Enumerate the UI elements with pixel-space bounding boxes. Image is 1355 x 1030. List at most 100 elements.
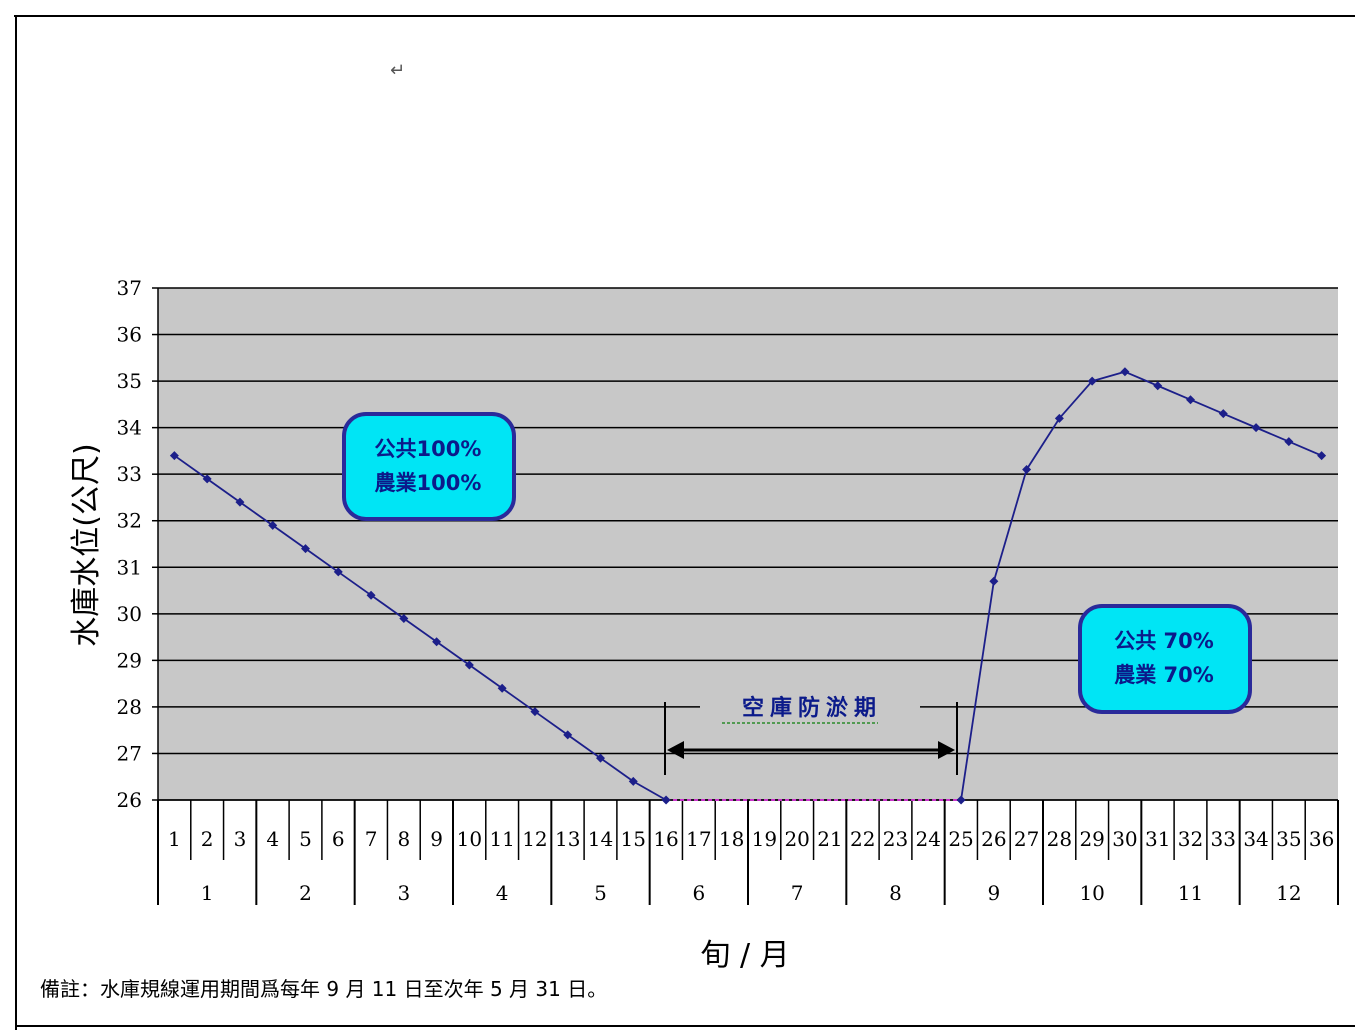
x-tenday-label: 26	[981, 827, 1006, 851]
y-tick-label: 31	[117, 555, 142, 579]
series-segment	[173, 454, 208, 480]
series-segment	[370, 594, 405, 620]
series-segment	[599, 757, 634, 783]
series-segment	[468, 664, 503, 690]
callout-70: 公共 70% 農業 70%	[1078, 604, 1252, 714]
x-tenday-label: 12	[522, 827, 547, 851]
x-month-label: 5	[594, 881, 607, 905]
x-month-label: 8	[889, 881, 902, 905]
data-point	[235, 497, 245, 507]
series-segment	[206, 478, 241, 503]
data-point	[1317, 451, 1327, 461]
x-tenday-label: 29	[1079, 827, 1104, 851]
data-point	[1218, 409, 1228, 419]
series-segment	[304, 547, 339, 573]
series-segment	[567, 734, 602, 759]
y-tick-label: 29	[117, 648, 142, 672]
x-tenday-label: 28	[1047, 827, 1072, 851]
data-point	[1153, 381, 1163, 391]
series-segment	[534, 710, 569, 736]
period-label: 空庫防淤期	[742, 695, 882, 721]
callout-70-line1: 公共 70%	[1114, 629, 1214, 653]
x-month-label: 3	[397, 881, 410, 905]
y-axis: 37 36 35 34 33 32 31 30 29 28 27 26	[117, 276, 159, 812]
x-tenday-label: 6	[332, 827, 345, 851]
footnote: 備註：水庫規線運用期間爲每年 9 月 11 日至次年 5 月 31 日。	[40, 977, 607, 1001]
x-month-label: 10	[1079, 881, 1104, 905]
x-month-label: 4	[496, 881, 509, 905]
x-tenday-label: 20	[784, 827, 809, 851]
data-point	[1022, 465, 1032, 475]
data-point	[399, 613, 409, 623]
x-tenday-label: 34	[1243, 827, 1268, 851]
x-axis-title: 旬 / 月	[700, 938, 789, 973]
series-segment	[960, 581, 995, 801]
data-point	[301, 544, 310, 554]
series-segment	[1058, 380, 1093, 419]
x-tenday-label: 24	[916, 827, 941, 851]
series-segment	[1255, 426, 1290, 443]
data-point	[432, 637, 442, 647]
series-segment	[1222, 412, 1257, 429]
callout-100-box	[342, 412, 516, 521]
y-tick-label: 36	[117, 323, 142, 347]
data-point	[563, 730, 573, 740]
y-tick-label: 28	[117, 695, 142, 719]
series-segment	[501, 687, 536, 713]
y-axis-title: 水庫水位(公尺)	[69, 443, 104, 646]
series-layer	[169, 367, 1327, 805]
callout-100: 公共100% 農業100%	[342, 412, 516, 521]
data-point	[169, 451, 179, 461]
x-tenday-label: 17	[686, 827, 711, 851]
period-marker: 空庫防淤期	[664, 688, 958, 775]
x-tenday-label: 1	[168, 827, 181, 851]
x-tenday-label: 5	[299, 827, 312, 851]
y-tick-label: 30	[117, 602, 142, 626]
series-segment	[1288, 440, 1322, 457]
x-tenday-label: 15	[621, 827, 646, 851]
x-tenday-label: 35	[1276, 827, 1301, 851]
paragraph-mark: ↵	[390, 60, 405, 81]
callout-70-box	[1078, 604, 1252, 714]
period-label-bg	[700, 688, 920, 726]
series-segment	[436, 641, 470, 666]
series-segment	[1190, 398, 1224, 415]
series-segment	[1124, 370, 1159, 387]
y-tick-label: 32	[117, 509, 142, 533]
x-month-label: 2	[299, 881, 312, 905]
x-tenday-label: 23	[883, 827, 908, 851]
data-point	[596, 753, 605, 763]
y-tick-label: 27	[117, 741, 142, 765]
x-tenday-label: 22	[850, 827, 875, 851]
x-tenday-label: 3	[234, 827, 247, 851]
series-segment	[632, 780, 667, 801]
data-point	[1087, 376, 1097, 386]
data-point	[1251, 423, 1261, 433]
y-tick-label: 26	[117, 788, 142, 812]
series-segment	[239, 501, 274, 527]
data-point	[989, 576, 999, 586]
y-tick-label: 35	[117, 369, 142, 393]
series-segment	[403, 617, 438, 643]
y-tick-label: 33	[117, 462, 142, 486]
x-tenday-label: 32	[1178, 827, 1203, 851]
x-tenday-label: 9	[430, 827, 443, 851]
y-tick-label: 37	[117, 276, 142, 300]
x-tenday-label: 4	[266, 827, 279, 851]
x-tenday-label: 30	[1112, 827, 1137, 851]
series-segment	[1091, 370, 1126, 382]
x-month-label: 6	[692, 881, 705, 905]
data-point	[366, 590, 376, 600]
x-month-label: 11	[1178, 881, 1203, 905]
data-point	[628, 776, 638, 786]
series-segment	[1157, 384, 1191, 401]
period-arrow-right-head	[938, 741, 955, 759]
callout-70-line2: 農業 70%	[1114, 663, 1214, 687]
callout-100-line1: 公共100%	[375, 437, 482, 461]
data-point	[202, 474, 212, 484]
callout-100-line2: 農業100%	[375, 471, 482, 495]
x-tenday-label: 36	[1309, 827, 1334, 851]
period-arrow-left-head	[667, 741, 684, 759]
series-segment	[337, 571, 372, 596]
